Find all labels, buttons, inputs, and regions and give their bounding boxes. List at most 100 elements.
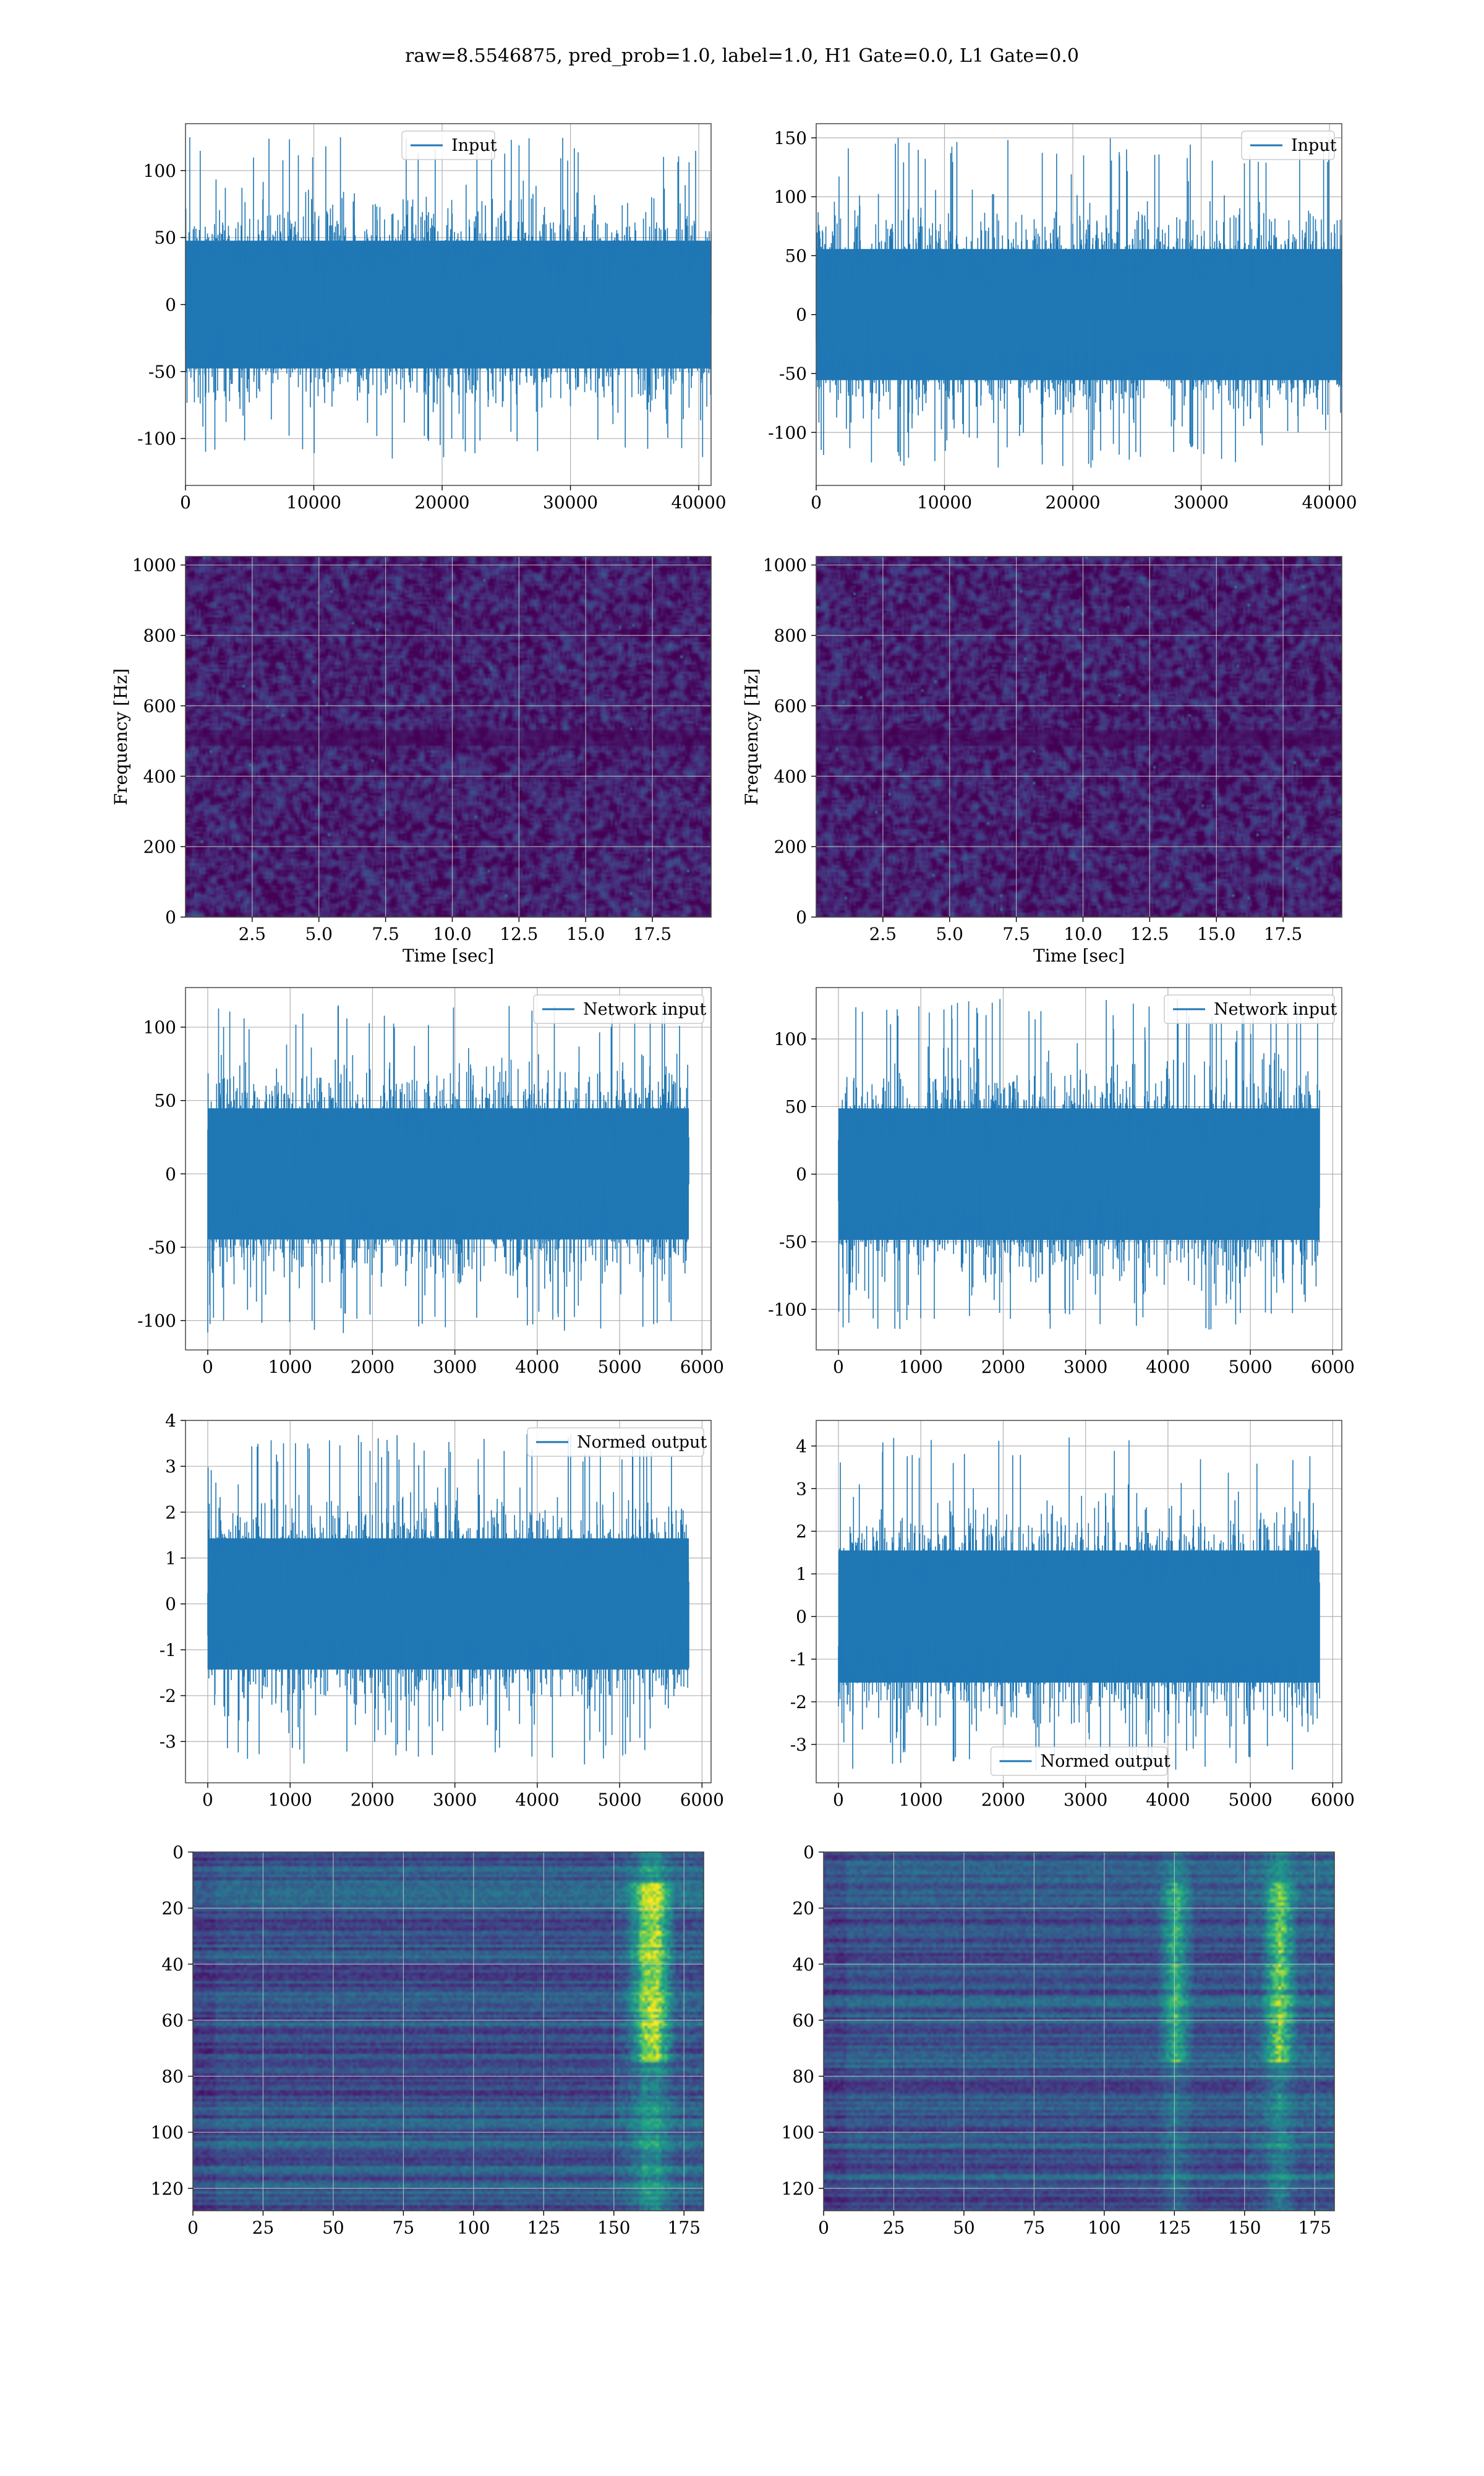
x-tick-label: 3000 <box>433 1357 477 1377</box>
y-tick-label: -50 <box>148 362 176 382</box>
y-tick-label: 3 <box>796 1479 807 1499</box>
y-tick-label: 100 <box>151 2122 184 2143</box>
panel-netin-h1: 0 1000 2000 3000 4000 5000 6000 -100 -50 0 50 100 Ne… <box>137 987 724 1377</box>
x-tick-label: 0 <box>833 1357 844 1377</box>
legend: Network input <box>1164 994 1337 1024</box>
legend-label: Network input <box>583 1000 706 1019</box>
x-tick-label: 6000 <box>680 1357 724 1377</box>
panel-input-l1: 0 10000 20000 30000 40000 -100 -50 0 50 100 150 Inp… <box>768 123 1357 513</box>
x-tick-label: 100 <box>457 2218 490 2238</box>
x-tick-label: 7.5 <box>372 924 399 944</box>
y-tick-label: -3 <box>160 1731 176 1752</box>
panel-input-h1: 0 10000 20000 30000 40000 -100 -50 0 50 100 Input <box>137 123 727 513</box>
y-tick-label: 600 <box>774 696 807 716</box>
axes-frame <box>185 556 712 918</box>
y-tick-label: 800 <box>774 626 807 646</box>
legend: Network input <box>533 994 706 1024</box>
y-tick-label: -50 <box>779 364 807 384</box>
panel-normed-l1: 0 1000 2000 3000 4000 5000 6000 -3 -2 -1 0 1 2 3 4 Norm… <box>790 1420 1355 1810</box>
x-tick-label: 40000 <box>672 492 727 513</box>
signal-line-network-input <box>838 999 1320 1330</box>
x-tick-label: 0 <box>180 492 191 513</box>
y-tick-label: 50 <box>154 228 176 248</box>
y-tick-label: -3 <box>790 1735 807 1755</box>
axes-frame <box>823 1851 1335 2211</box>
y-tick-label: 4 <box>796 1436 807 1456</box>
legend-box <box>990 1746 1168 1776</box>
y-tick-label: 0 <box>796 305 807 325</box>
x-tick-label: 150 <box>597 2218 630 2238</box>
x-tick-label: 1000 <box>268 1790 312 1810</box>
y-tick-label: 4 <box>165 1411 176 1431</box>
y-tick-label: 0 <box>173 1842 184 1863</box>
axes-frame <box>185 987 712 1351</box>
y-tick-label: 400 <box>774 766 807 787</box>
legend-label: Normed output <box>577 1433 707 1452</box>
x-tick-label: 3000 <box>433 1790 477 1810</box>
y-tick-label: 50 <box>785 245 807 266</box>
y-tick-label: 1 <box>796 1564 807 1584</box>
y-tick-label: -2 <box>160 1686 176 1706</box>
x-axis-label: Time [sec] <box>1033 946 1125 966</box>
x-tick-label: 175 <box>1298 2218 1331 2238</box>
y-tick-label: 20 <box>161 1898 184 1919</box>
legend-box <box>1164 994 1335 1024</box>
x-tick-label: 25 <box>252 2218 275 2238</box>
y-tick-label: 200 <box>143 837 176 857</box>
legend: Input <box>1241 130 1337 160</box>
x-tick-label: 75 <box>1023 2218 1046 2238</box>
y-tick-label: 120 <box>782 2179 814 2199</box>
y-tick-label: 2 <box>796 1521 807 1542</box>
x-tick-label: 150 <box>1228 2218 1261 2238</box>
x-tick-label: 2000 <box>351 1357 394 1377</box>
x-tick-label: 12.5 <box>1130 924 1169 944</box>
feature-map-image <box>193 1852 704 2211</box>
panel-feat-h1: 0 25 50 75 100 125 150 175 0 20 40 60 80 100 120 <box>151 1842 704 2238</box>
y-tick-label: 150 <box>774 128 807 148</box>
y-tick-label: -1 <box>160 1640 176 1660</box>
y-tick-label: 60 <box>792 2010 814 2031</box>
panel-normed-h1: 0 1000 2000 3000 4000 5000 6000 -3 -2 -1 0 1 2 3 4 Norm… <box>160 1411 724 1810</box>
legend-box <box>527 1427 704 1457</box>
x-tick-label: 17.5 <box>633 924 672 944</box>
legend: Normed output <box>990 1746 1171 1776</box>
figure-title: raw=8.5546875, pred_prob=1.0, label=1.0,… <box>405 45 1079 67</box>
x-tick-label: 12.5 <box>500 924 538 944</box>
y-tick-label: -100 <box>137 429 176 449</box>
x-tick-label: 0 <box>818 2218 829 2238</box>
y-tick-label: -2 <box>790 1692 807 1712</box>
axes-frame <box>192 1851 704 2211</box>
y-axis-label: Frequency [Hz] <box>741 668 762 805</box>
x-tick-label: 6000 <box>1311 1357 1355 1377</box>
x-tick-label: 2.5 <box>239 924 267 944</box>
x-tick-label: 1000 <box>899 1790 943 1810</box>
y-tick-label: 600 <box>143 696 176 716</box>
x-tick-label: 5000 <box>1228 1357 1272 1377</box>
y-tick-label: 40 <box>792 1954 814 1974</box>
y-tick-label: 20 <box>792 1898 814 1919</box>
x-tick-label: 0 <box>811 492 822 513</box>
y-tick-label: -100 <box>768 1299 807 1320</box>
x-tick-label: 5000 <box>1228 1790 1272 1810</box>
x-tick-label: 6000 <box>680 1790 724 1810</box>
y-tick-label: 0 <box>796 907 807 928</box>
x-tick-label: 2000 <box>981 1357 1025 1377</box>
x-tick-label: 2000 <box>351 1790 394 1810</box>
y-tick-label: 200 <box>774 837 807 857</box>
y-tick-label: 40 <box>161 1954 184 1974</box>
x-tick-label: 10000 <box>917 492 972 513</box>
signal-line-normed-output <box>207 1434 689 1765</box>
y-tick-label: 100 <box>143 161 176 181</box>
x-tick-label: 15.0 <box>566 924 605 944</box>
signal-line-input <box>816 138 1342 468</box>
spectrogram-image <box>816 557 1342 917</box>
y-tick-label: 0 <box>803 1842 814 1863</box>
y-tick-label: 0 <box>165 1594 176 1615</box>
x-tick-label: 10.0 <box>433 924 471 944</box>
y-tick-label: 100 <box>774 1029 807 1049</box>
axes-frame <box>816 556 1342 918</box>
y-tick-label: 1000 <box>763 555 807 576</box>
y-tick-label: 1 <box>165 1548 176 1569</box>
